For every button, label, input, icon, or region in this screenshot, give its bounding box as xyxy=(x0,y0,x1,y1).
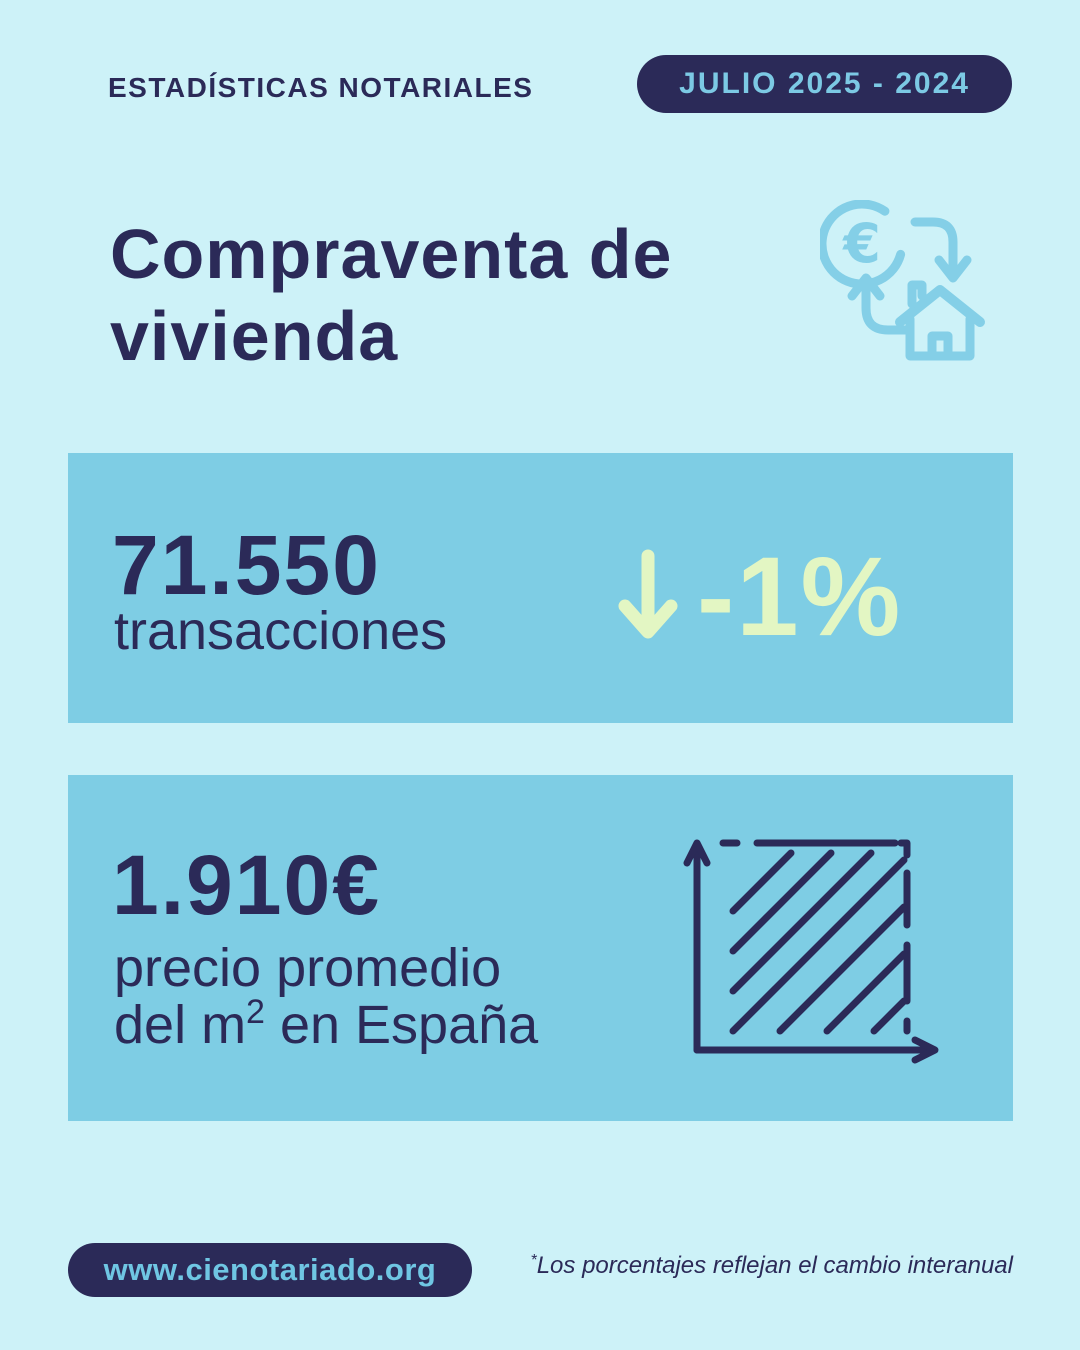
main-title-line2: vivienda xyxy=(110,296,399,375)
arrow-up-head xyxy=(847,273,885,301)
period-badge: JULIO 2025 - 2024 xyxy=(637,55,1012,113)
price-label-line2-suffix: en España xyxy=(264,995,539,1055)
y-axis-arrowhead xyxy=(683,839,711,867)
arrow-curve-down xyxy=(910,217,958,277)
price-label-line2: del m xyxy=(114,995,247,1055)
hatch-lines xyxy=(729,849,908,1035)
footnote-asterisk: * xyxy=(530,1252,537,1269)
euro-symbol: € xyxy=(841,212,881,275)
house-roof xyxy=(895,285,985,327)
house-door xyxy=(927,331,953,361)
price-card: 1.910€ precio promedio del m2 en España xyxy=(68,775,1013,1121)
main-title-line1: Compraventa de xyxy=(110,215,673,293)
main-title: Compraventa de vivienda xyxy=(110,214,672,378)
transactions-change-value: -1% xyxy=(697,534,903,659)
website-pill[interactable]: www.cienotariado.org xyxy=(68,1243,472,1297)
arrow-down-icon xyxy=(618,549,678,639)
price-label-superscript: 2 xyxy=(246,993,265,1031)
transactions-card: 71.550 transacciones -1% xyxy=(68,453,1013,723)
price-label: precio promedio del m2 en España xyxy=(114,940,538,1061)
price-label-line1: precio promedio xyxy=(114,938,502,998)
arrow-down-head xyxy=(934,255,972,283)
house-body xyxy=(905,314,975,361)
transactions-change-row: -1% xyxy=(617,541,902,653)
dashed-square-border xyxy=(719,839,911,1035)
euro-house-exchange-icon: € xyxy=(820,200,985,361)
x-axis-arrowhead xyxy=(911,1036,939,1064)
house-chimney xyxy=(907,280,927,309)
price-value: 1.910€ xyxy=(112,838,381,932)
page-title: ESTADÍSTICAS NOTARIALES xyxy=(108,72,534,103)
arrow-curve-up xyxy=(861,283,915,335)
euro-coin-circle xyxy=(820,200,906,289)
square-meter-area-icon xyxy=(683,839,939,1064)
footnote-text: Los porcentajes reflejan el cambio inter… xyxy=(536,1252,1013,1279)
transactions-value: 71.550 xyxy=(112,518,381,612)
transactions-label: transacciones xyxy=(114,601,448,661)
footnote: *Los porcentajes reflejan el cambio inte… xyxy=(530,1252,1013,1280)
